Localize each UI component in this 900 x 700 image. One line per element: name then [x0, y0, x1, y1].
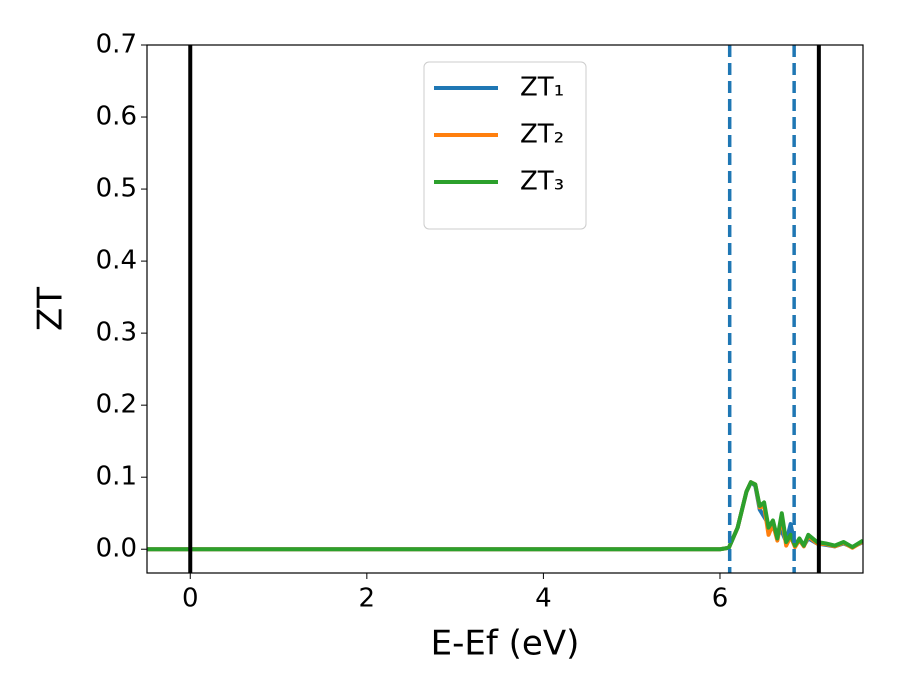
legend-label: ZT₃ [520, 167, 564, 197]
legend-label: ZT₁ [520, 73, 564, 103]
y-tick-label: 0.2 [96, 390, 137, 420]
series-line [147, 480, 863, 552]
y-axis-label: ZT [31, 287, 71, 331]
legend-label: ZT₂ [520, 120, 564, 150]
x-axis-label: E-Ef (eV) [431, 624, 580, 664]
x-tick-label: 2 [359, 584, 376, 614]
x-tick-label: 6 [712, 584, 729, 614]
y-tick-label: 0.6 [96, 102, 137, 132]
y-tick-label: 0.1 [96, 462, 137, 492]
plot-frame [146, 44, 864, 574]
y-tick-label: 0.5 [96, 174, 137, 204]
x-tick-label: 0 [182, 584, 199, 614]
y-tick-label: 0.7 [96, 30, 137, 60]
y-tick-label: 0.4 [96, 246, 137, 276]
y-tick-label: 0.3 [96, 318, 137, 348]
y-tick-label: 0.0 [96, 534, 137, 564]
legend-box [423, 61, 587, 230]
x-tick-label: 4 [535, 584, 552, 614]
